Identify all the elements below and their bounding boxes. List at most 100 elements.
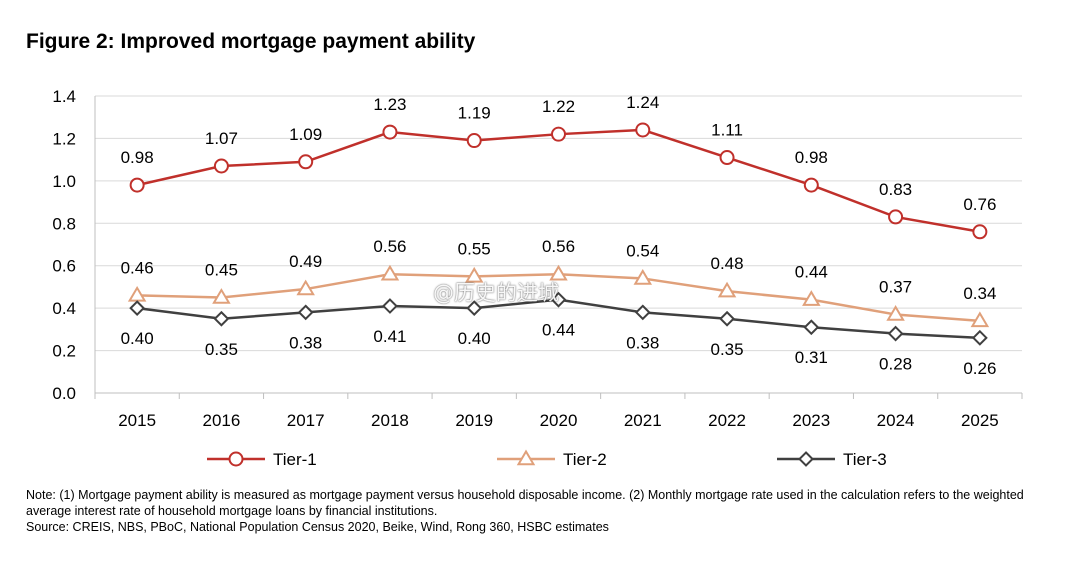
y-tick-label: 0.2 [52, 342, 76, 361]
y-tick-label: 1.2 [52, 129, 76, 148]
data-point [633, 268, 653, 285]
x-tick-label: 2024 [877, 411, 915, 430]
x-tick-label: 2017 [287, 411, 325, 430]
data-point [380, 264, 400, 281]
data-point [887, 325, 904, 342]
data-label: 0.40 [121, 329, 154, 348]
legend-marker [798, 451, 814, 467]
x-tick-label: 2025 [961, 411, 999, 430]
y-axis: 0.0 0.2 0.4 0.6 0.8 1.0 1.2 1.4 [52, 87, 96, 403]
data-label: 1.07 [205, 129, 238, 148]
data-point [551, 126, 566, 142]
x-tick-label: 2016 [202, 411, 240, 430]
data-label: 0.38 [289, 333, 322, 352]
data-point [719, 310, 735, 327]
data-label: 0.38 [626, 333, 659, 352]
data-label: 0.37 [879, 278, 912, 297]
data-point [382, 124, 398, 140]
x-tick-label: 2018 [371, 411, 409, 430]
chart-title: Figure 2: Improved mortgage payment abil… [26, 30, 476, 53]
x-axis: 2015 2016 2017 2018 2019 2020 2021 2022 2023 2024… [94, 392, 1023, 430]
data-point [803, 177, 819, 193]
legend-label: Tier-1 [273, 450, 317, 469]
x-tick-label: 2021 [624, 411, 662, 430]
data-label: 0.31 [795, 348, 828, 367]
legend-marker [516, 449, 536, 466]
data-label: 0.76 [963, 195, 996, 214]
line-chart: 0.00.20.40.60.81.01.21.4 2015 2016 2017 201… [52, 87, 1023, 469]
data-label: 0.56 [373, 237, 406, 256]
y-tick-label: 0.6 [52, 257, 76, 276]
data-point [464, 266, 484, 283]
data-label: 0.83 [879, 180, 912, 199]
watermark-text: @历史的进城 [433, 281, 559, 305]
data-point [803, 319, 820, 336]
chart-notes: Note: (1) Mortgage payment ability is me… [26, 487, 1036, 535]
data-point [213, 310, 230, 327]
data-point [550, 291, 567, 308]
data-label: 0.98 [121, 148, 154, 167]
data-point [213, 158, 229, 174]
series-group: 0.98 1.07 1.09 1.23 1.19 1.22 1.24 1.11 0.98 0.83… [121, 93, 997, 378]
data-point [129, 177, 145, 193]
legend-item-tier-2: Tier-2 [497, 449, 607, 469]
data-label: 0.54 [626, 241, 659, 260]
data-point [382, 298, 398, 314]
data-label: 1.24 [626, 93, 659, 112]
data-label: 0.49 [289, 252, 322, 271]
data-label: 1.23 [373, 95, 406, 114]
data-point [971, 329, 988, 346]
data-label: 0.98 [795, 148, 828, 167]
series-tier-3: 0.40 0.35 0.38 0.41 0.40 0.44 0.38 0.35 0.31 0.28… [121, 291, 996, 378]
series-tier-2: 0.46 0.45 0.49 0.56 0.55 0.56 0.54 0.48 0.44 0.37… [121, 237, 996, 328]
x-tick-label: 2022 [708, 411, 746, 430]
source-text: Source: CREIS, NBS, PBoC, National Popul… [26, 520, 609, 534]
data-label: 0.40 [458, 329, 491, 348]
data-point [466, 300, 483, 317]
data-point [297, 304, 314, 321]
data-label: 0.26 [963, 359, 996, 378]
x-tick-label: 2023 [792, 411, 830, 430]
data-point [634, 304, 651, 321]
data-point [972, 224, 988, 240]
legend-label: Tier-3 [843, 450, 887, 469]
data-point [970, 311, 990, 328]
legend-marker [228, 451, 244, 467]
legend-label: Tier-2 [563, 450, 607, 469]
data-label: 0.56 [542, 237, 575, 256]
x-tick-label: 2020 [540, 411, 578, 430]
data-label: 1.19 [458, 104, 491, 123]
data-point [549, 264, 568, 281]
data-label: 0.35 [710, 340, 743, 359]
data-label: 0.45 [205, 261, 238, 280]
x-tick-label: 2015 [118, 411, 156, 430]
legend-item-tier-1: Tier-1 [207, 450, 317, 469]
legend: Tier-1 Tier-2 Tier-3 [207, 449, 887, 469]
data-point [802, 290, 821, 306]
data-label: 0.34 [963, 284, 996, 303]
data-point [129, 300, 146, 317]
series-tier-1: 0.98 1.07 1.09 1.23 1.19 1.22 1.24 1.11 0.98 0.83… [121, 93, 996, 240]
data-label: 0.44 [795, 263, 828, 282]
note-text: Note: (1) Mortgage payment ability is me… [26, 488, 1024, 518]
data-point [466, 133, 482, 149]
data-label: 0.28 [879, 355, 912, 374]
data-label: 1.09 [289, 125, 322, 144]
data-label: 1.22 [542, 97, 575, 116]
data-point [212, 288, 231, 304]
data-label: 0.48 [710, 254, 743, 273]
y-tick-label: 1.0 [52, 172, 76, 191]
data-point [296, 279, 315, 296]
data-point [635, 122, 651, 138]
data-label: 0.44 [542, 321, 575, 340]
data-point [888, 209, 904, 225]
y-tick-label: 0.4 [52, 299, 76, 318]
data-point [127, 285, 147, 302]
data-label: 0.41 [373, 327, 406, 346]
y-tick-label: 0.8 [52, 214, 76, 233]
data-point [717, 281, 737, 298]
legend-item-tier-3: Tier-3 [777, 450, 887, 469]
data-label: 0.55 [458, 239, 491, 258]
data-label: 0.46 [121, 258, 154, 277]
y-tick-label: 1.4 [52, 87, 76, 106]
